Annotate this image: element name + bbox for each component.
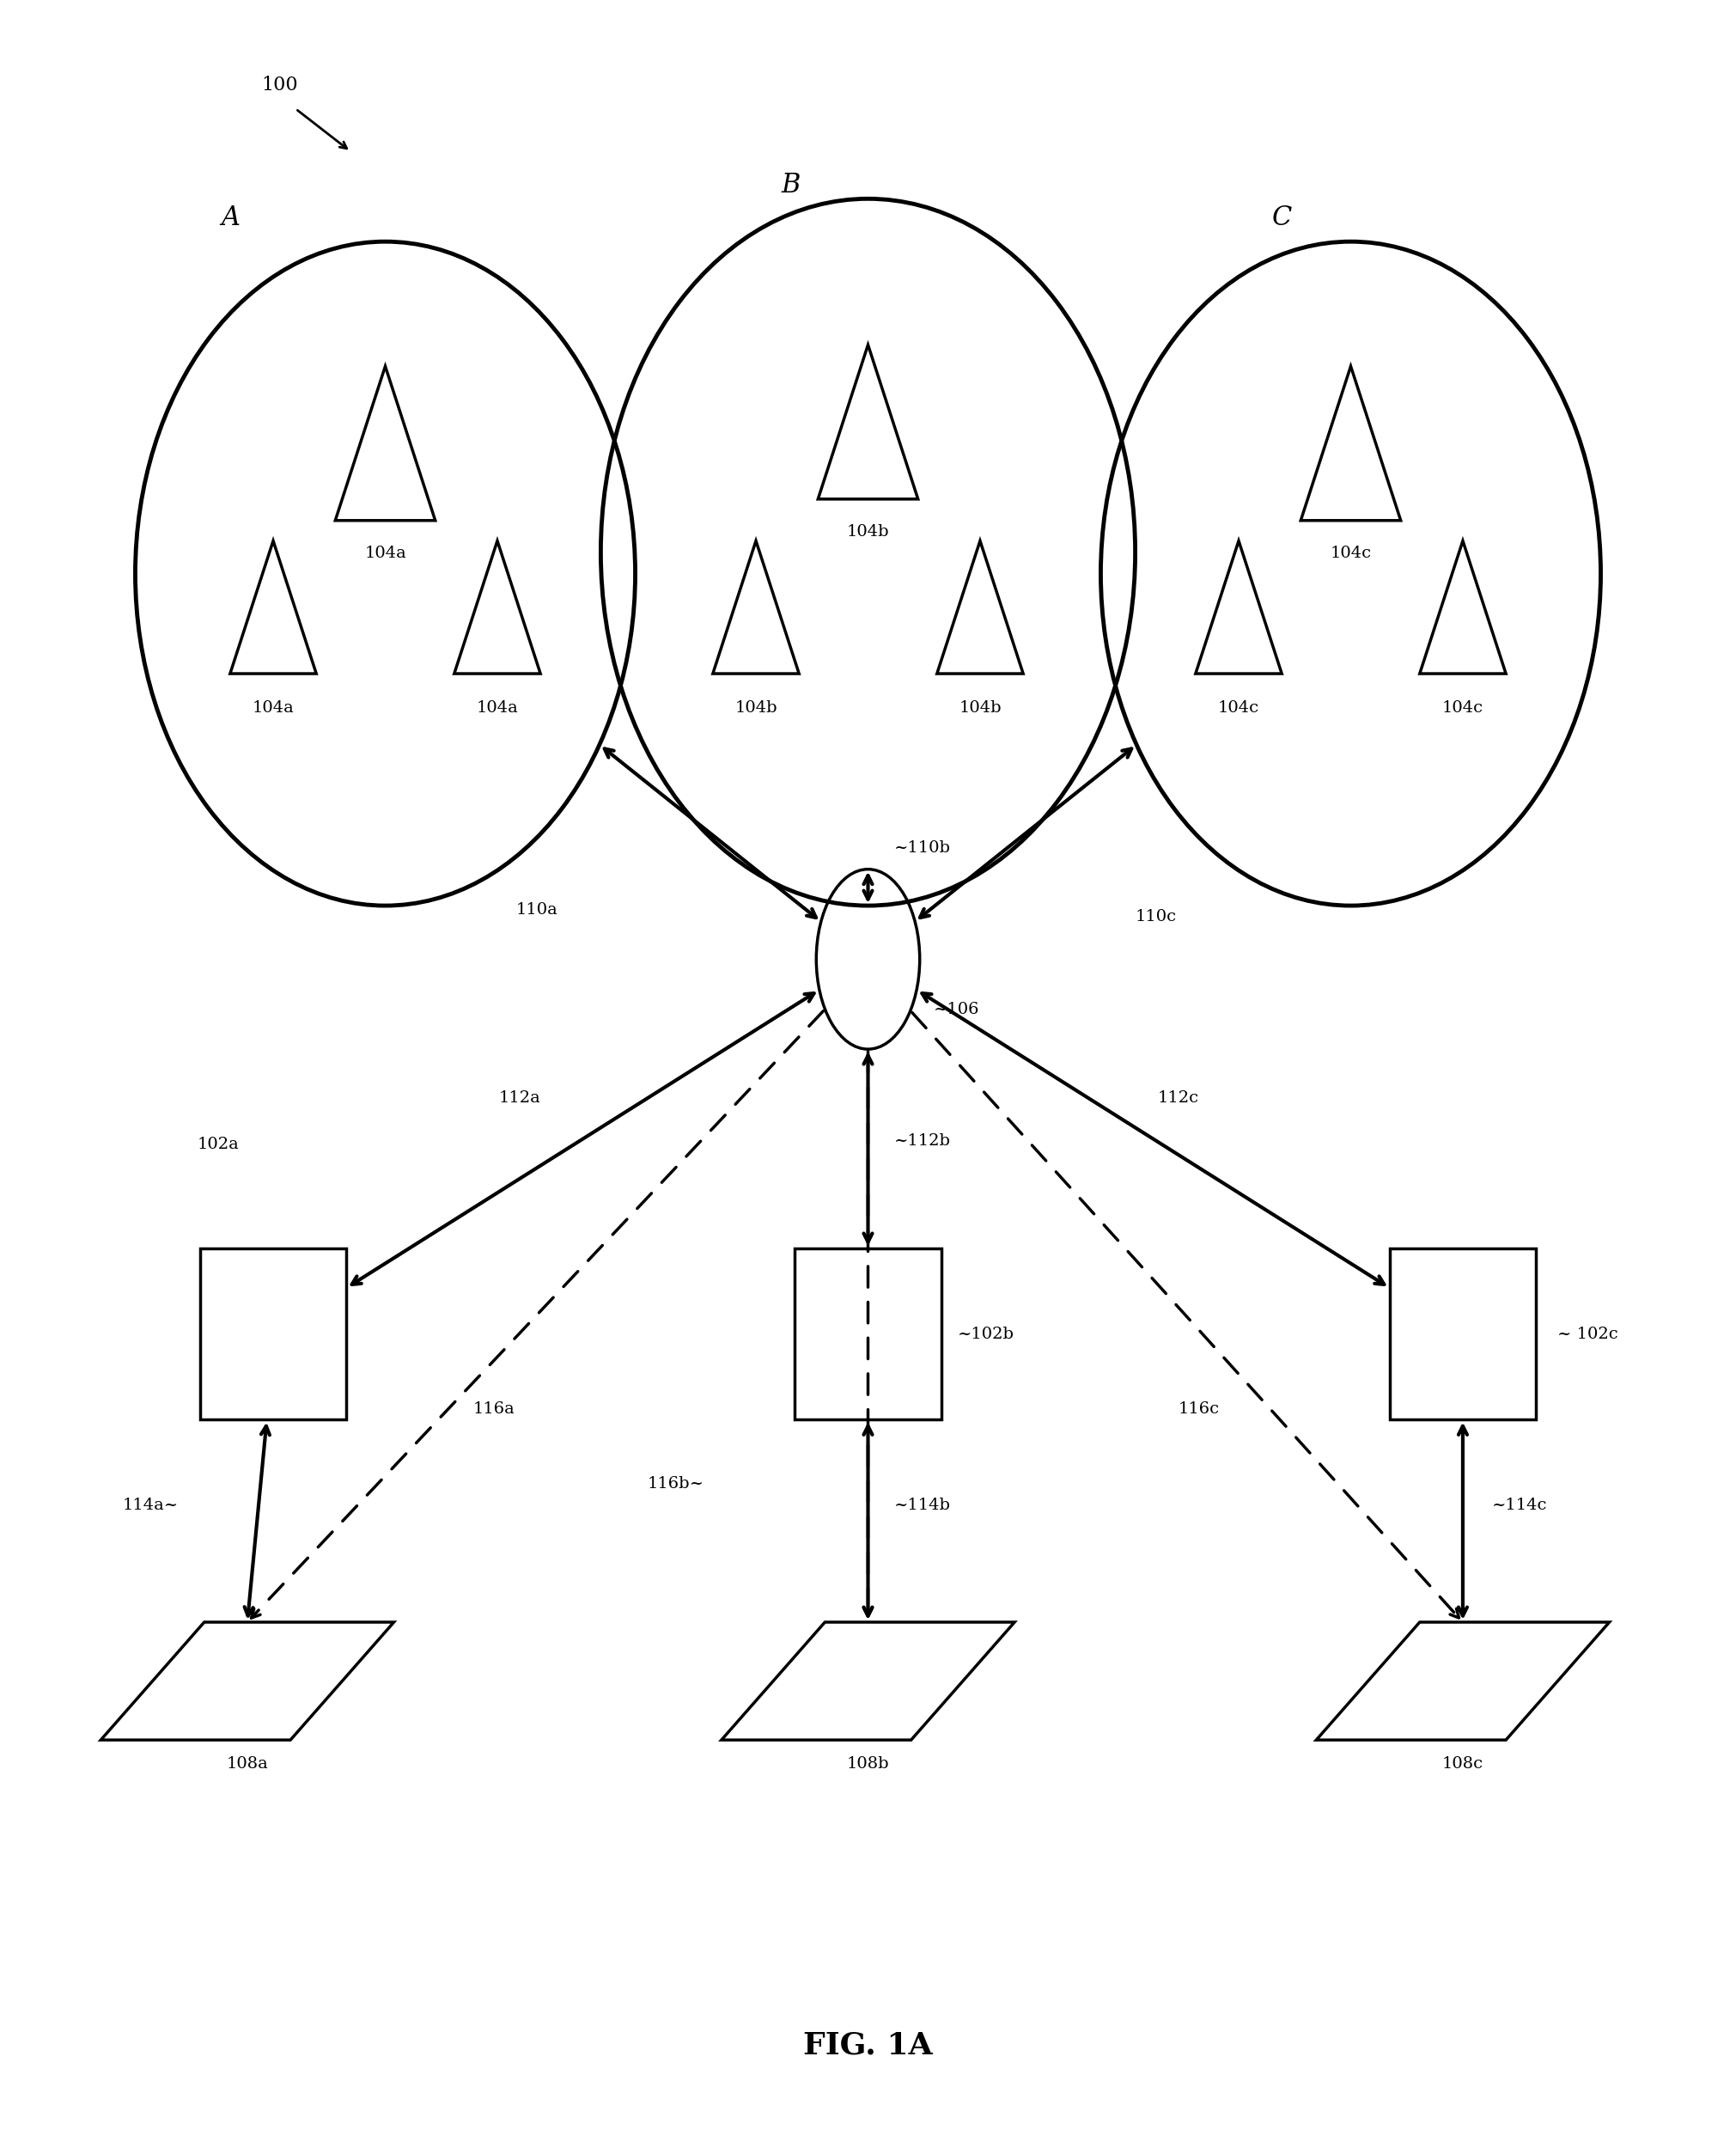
Text: 108c: 108c [1443, 1756, 1484, 1771]
Bar [795, 1249, 941, 1419]
Text: 110c: 110c [1135, 909, 1177, 924]
Text: 112c: 112c [1158, 1090, 1200, 1107]
Text: 108b: 108b [847, 1756, 889, 1771]
Text: ~114b: ~114b [894, 1497, 951, 1512]
Bar [200, 1249, 347, 1419]
Text: 102a: 102a [196, 1137, 240, 1152]
Text: 104b: 104b [958, 700, 1002, 715]
Text: A: A [220, 205, 240, 230]
Bar [1389, 1249, 1536, 1419]
Text: 104b: 104b [734, 700, 778, 715]
Text: 112a: 112a [498, 1090, 540, 1107]
Text: ~102b: ~102b [958, 1327, 1014, 1342]
Text: 110a: 110a [516, 903, 557, 918]
Text: ~110b: ~110b [894, 840, 951, 855]
Text: B: B [781, 172, 800, 198]
Text: FIG. 1A: FIG. 1A [804, 2031, 932, 2059]
Text: 104c: 104c [1330, 545, 1371, 562]
Text: 104c: 104c [1443, 700, 1484, 715]
Text: 104a: 104a [365, 545, 406, 562]
Text: 108a: 108a [226, 1756, 269, 1771]
Text: ~112b: ~112b [894, 1133, 951, 1148]
Text: 116b~: 116b~ [648, 1475, 705, 1493]
Text: 116c: 116c [1179, 1402, 1220, 1417]
Text: C: C [1272, 205, 1292, 230]
Text: ~ 102c: ~ 102c [1557, 1327, 1618, 1342]
Text: 100: 100 [260, 75, 299, 95]
Text: 104a: 104a [252, 700, 293, 715]
Text: 114a~: 114a~ [123, 1497, 179, 1512]
Text: 104a: 104a [476, 700, 519, 715]
Text: 104c: 104c [1219, 700, 1259, 715]
Text: 116a: 116a [472, 1402, 514, 1417]
Text: 104b: 104b [847, 523, 889, 541]
Text: ~114c: ~114c [1493, 1497, 1547, 1512]
Text: ~106: ~106 [934, 1002, 979, 1017]
